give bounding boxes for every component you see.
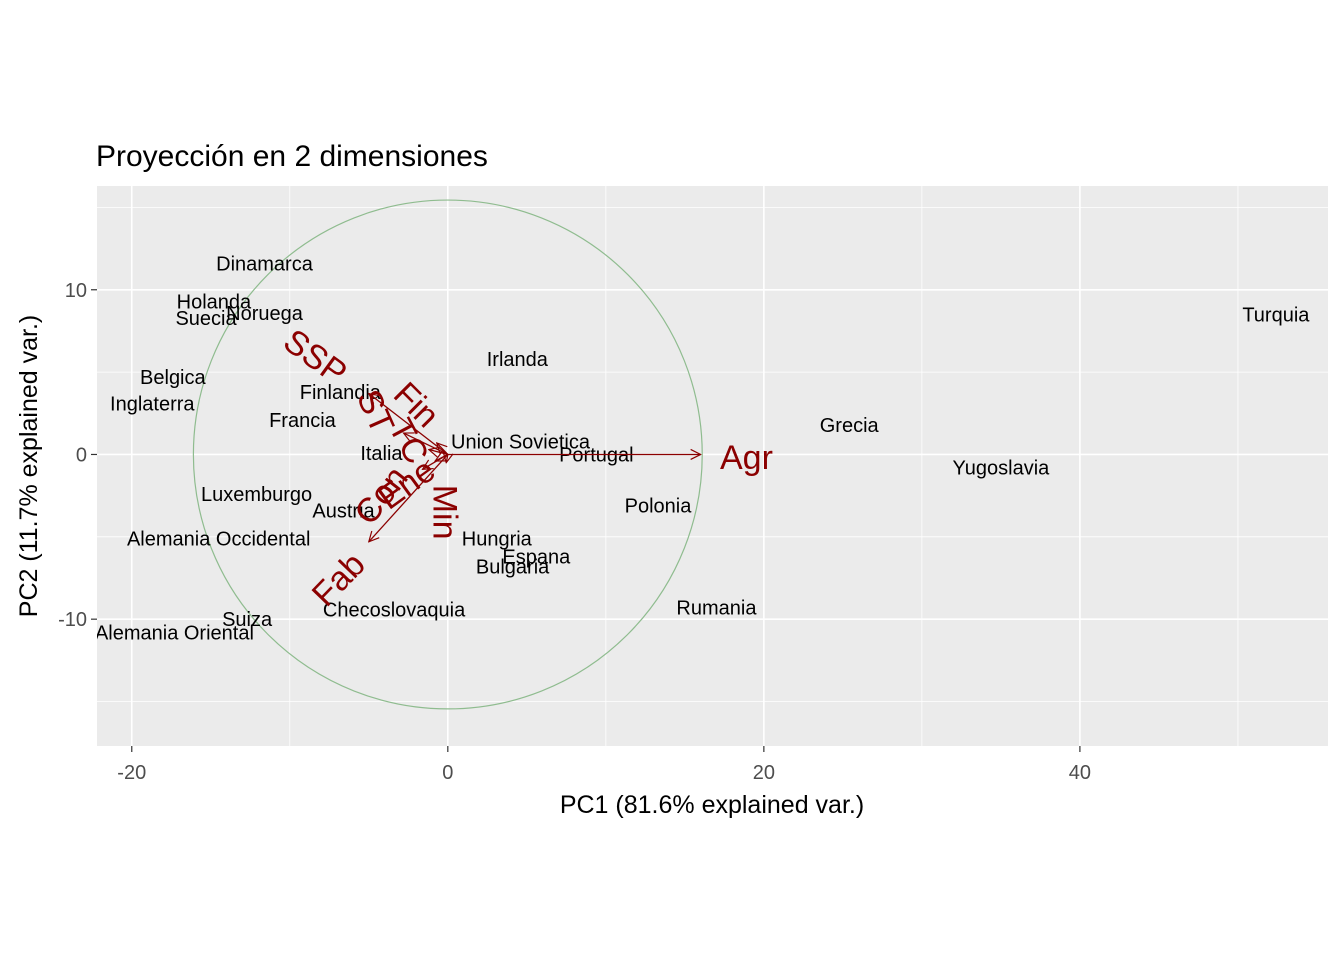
- obs-label: Francia: [269, 410, 337, 432]
- y-tick-label: -10: [58, 609, 87, 631]
- obs-label: Inglaterra: [110, 393, 195, 415]
- obs-label: Holanda: [177, 291, 252, 313]
- grid-major: [97, 186, 1328, 746]
- x-axis-ticks: -20 0 20 40: [117, 746, 1091, 784]
- obs-label: Noruega: [226, 303, 304, 325]
- obs-label: Luxemburgo: [201, 484, 312, 506]
- plot-panel: [97, 186, 1328, 746]
- obs-label: Grecia: [820, 415, 880, 437]
- obs-label: Belgica: [140, 367, 206, 389]
- obs-label: Bulgaria: [476, 556, 550, 578]
- x-tick-label: 20: [753, 762, 775, 784]
- obs-label: Alemania Oriental: [95, 622, 254, 644]
- loading-arrow-con: [423, 453, 449, 469]
- y-axis-title: PC2 (11.7% explained var.): [15, 315, 43, 617]
- obs-label: Irlanda: [487, 349, 549, 371]
- obs-label: Rumania: [676, 598, 757, 620]
- loading-arrow-ssp: [369, 394, 449, 455]
- correlation-circle: [192, 199, 703, 710]
- obs-label: Polonia: [625, 496, 693, 518]
- x-tick-label: 40: [1069, 762, 1091, 784]
- obs-label: Union Sovietica: [451, 431, 591, 453]
- var-label-agr: Agr: [720, 439, 773, 477]
- x-tick-label: -20: [117, 762, 146, 784]
- var-label-min: Min: [426, 485, 464, 540]
- obs-label: Turquia: [1242, 304, 1310, 326]
- y-tick-label: 10: [65, 280, 87, 302]
- grid-minor: [97, 186, 1328, 746]
- obs-label: Dinamarca: [216, 253, 314, 275]
- obs-label: Finlandia: [300, 382, 382, 404]
- loading-arrows: [369, 394, 701, 542]
- obs-label: Checoslovaquia: [323, 599, 466, 621]
- obs-label: Portugal: [559, 444, 634, 466]
- obs-label: Austria: [312, 500, 375, 522]
- obs-label: Suecia: [175, 308, 237, 330]
- x-tick-label: 0: [442, 762, 453, 784]
- obs-label: Italia: [360, 443, 403, 465]
- obs-label: Yugoslavia: [953, 458, 1051, 480]
- obs-label: Espana: [502, 547, 571, 569]
- loading-arrow-min: [446, 454, 448, 462]
- y-tick-label: 0: [76, 444, 87, 466]
- obs-label: Alemania Occidental: [127, 528, 310, 550]
- y-axis-ticks: -10 0 10: [58, 280, 97, 631]
- obs-label: Suiza: [222, 609, 273, 631]
- chart-title: Proyección en 2 dimensiones: [96, 140, 488, 173]
- x-axis-title: PC1 (81.6% explained var.): [560, 791, 864, 819]
- obs-label: Hungria: [462, 528, 533, 550]
- loading-arrow-st: [404, 433, 449, 456]
- loading-arrow-fab: [369, 454, 449, 541]
